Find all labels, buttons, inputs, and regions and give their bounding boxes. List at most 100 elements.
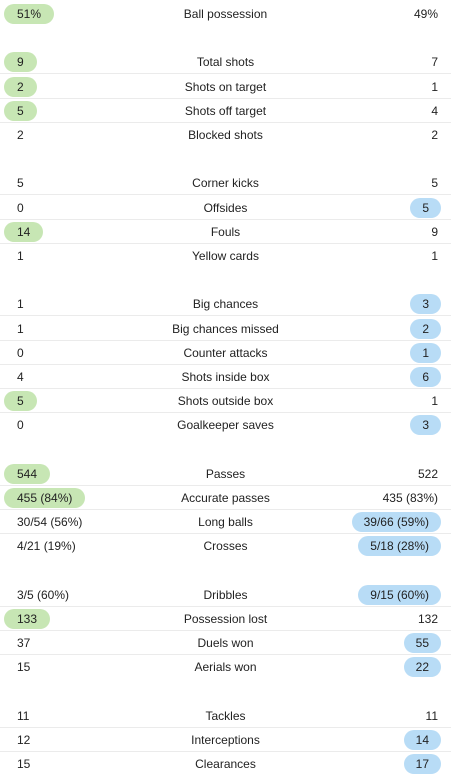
home-value-highlight: 14: [4, 222, 44, 242]
away-value-cell: 2: [410, 317, 441, 341]
away-value-cell: 9/15 (60%): [358, 583, 441, 607]
stat-label: Counter attacks: [183, 346, 268, 360]
stat-row: 1 Big chances 3: [0, 292, 451, 316]
home-value: 4/21 (19%): [17, 539, 76, 553]
stat-label: Total shots: [196, 55, 255, 69]
away-value-highlight: 55: [403, 633, 441, 653]
home-value-cell: 1: [4, 317, 37, 341]
stat-row: 0 Goalkeeper saves 3: [0, 413, 451, 437]
stat-label: Interceptions: [191, 733, 260, 747]
away-value-cell: 49%: [411, 2, 441, 26]
stat-label: Long balls: [198, 515, 253, 529]
away-value-cell: 39/66 (59%): [351, 510, 441, 534]
home-value-highlight: 133: [4, 609, 51, 629]
stat-row: 5 Shots off target 4: [0, 99, 451, 123]
stat-row: 2 Shots on target 1: [0, 75, 451, 99]
away-value-cell: 9: [428, 220, 441, 244]
home-value-cell: 15: [4, 752, 43, 776]
away-value-cell: 435 (83%): [380, 486, 441, 510]
away-value: 11: [425, 709, 438, 723]
away-value-highlight: 17: [403, 754, 441, 774]
home-value-cell: 37: [4, 631, 43, 655]
home-value-cell: 14: [4, 220, 44, 244]
stat-label: Shots off target: [184, 104, 267, 118]
stat-label: Aerials won: [194, 660, 257, 674]
stat-label: Shots on target: [184, 80, 267, 94]
away-value-highlight: 5/18 (28%): [358, 536, 441, 556]
stat-label: Dribbles: [203, 588, 248, 602]
stat-row: 4/21 (19%) Crosses 5/18 (28%): [0, 534, 451, 558]
home-value: 0: [17, 201, 24, 215]
stat-label: Big chances: [192, 297, 259, 311]
away-value: 4: [431, 104, 438, 118]
away-value-cell: 1: [428, 389, 441, 413]
stat-row: 3/5 (60%) Dribbles 9/15 (60%): [0, 583, 451, 607]
home-value-cell: 11: [4, 704, 42, 728]
stat-row: 455 (84%) Accurate passes 435 (83%): [0, 486, 451, 510]
away-value: 5: [431, 176, 438, 190]
away-value-cell: 22: [403, 655, 441, 679]
stat-label: Corner kicks: [192, 176, 259, 190]
away-value-cell: 5/18 (28%): [358, 534, 441, 558]
away-value-highlight: 14: [403, 730, 441, 750]
home-value-cell: 544: [4, 462, 51, 486]
away-value: 49%: [413, 7, 438, 21]
home-value: 4: [17, 370, 24, 384]
away-value: 7: [431, 55, 438, 69]
home-value: 0: [17, 418, 24, 432]
home-value: 1: [17, 322, 24, 336]
away-value-cell: 5: [410, 196, 441, 220]
stat-label: Crosses: [203, 539, 248, 553]
away-value-cell: 2: [428, 123, 441, 147]
away-value-highlight: 2: [410, 319, 441, 339]
away-value-cell: 4: [428, 99, 441, 123]
stat-label: Passes: [205, 467, 246, 481]
stat-row: 30/54 (56%) Long balls 39/66 (59%): [0, 510, 451, 534]
home-value: 3/5 (60%): [17, 588, 70, 602]
away-value-highlight: 6: [410, 367, 441, 387]
stat-row: 133 Possession lost 132: [0, 607, 451, 631]
stat-row: 2 Blocked shots 2: [0, 123, 451, 147]
home-value: 1: [17, 249, 24, 263]
away-value-cell: 11: [423, 704, 441, 728]
away-value-cell: 7: [428, 50, 441, 74]
stat-label: Accurate passes: [181, 491, 270, 505]
stat-row: 12 Interceptions 14: [0, 728, 451, 752]
stat-label: Ball possession: [183, 7, 268, 21]
home-value: 1: [17, 297, 24, 311]
home-value-highlight: 455 (84%): [4, 488, 86, 508]
home-value: 15: [17, 660, 31, 674]
away-value: 9: [431, 225, 438, 239]
away-value-highlight: 39/66 (59%): [351, 512, 441, 532]
stat-label: Blocked shots: [188, 128, 263, 142]
stat-label: Shots inside box: [181, 370, 270, 384]
away-value: 1: [431, 80, 438, 94]
home-value-cell: 30/54 (56%): [4, 510, 95, 534]
away-value-cell: 55: [403, 631, 441, 655]
stat-row: 0 Offsides 5: [0, 196, 451, 220]
home-value-cell: 455 (84%): [4, 486, 86, 510]
home-value-cell: 1: [4, 292, 37, 316]
stat-row: 5 Shots outside box 1: [0, 389, 451, 413]
away-value-cell: 5: [428, 171, 441, 195]
home-value-cell: 4/21 (19%): [4, 534, 89, 558]
home-value-cell: 3/5 (60%): [4, 583, 82, 607]
stat-label: Tackles: [205, 709, 246, 723]
away-value-highlight: 3: [410, 294, 441, 314]
stat-label: Possession lost: [183, 612, 268, 626]
home-value-cell: 0: [4, 341, 37, 365]
away-value: 522: [417, 467, 438, 481]
stat-row: 5 Corner kicks 5: [0, 171, 451, 195]
home-value-highlight: 544: [4, 464, 51, 484]
stat-label: Goalkeeper saves: [177, 418, 274, 432]
stat-row: 0 Counter attacks 1: [0, 341, 451, 365]
home-value-cell: 51%: [4, 2, 55, 26]
away-value-cell: 132: [415, 607, 441, 631]
away-value-highlight: 5: [410, 198, 441, 218]
home-value-cell: 9: [4, 50, 37, 74]
home-value-highlight: 51%: [4, 4, 55, 24]
stat-row: 1 Yellow cards 1: [0, 244, 451, 268]
home-value: 30/54 (56%): [17, 515, 83, 529]
away-value-cell: 522: [415, 462, 441, 486]
